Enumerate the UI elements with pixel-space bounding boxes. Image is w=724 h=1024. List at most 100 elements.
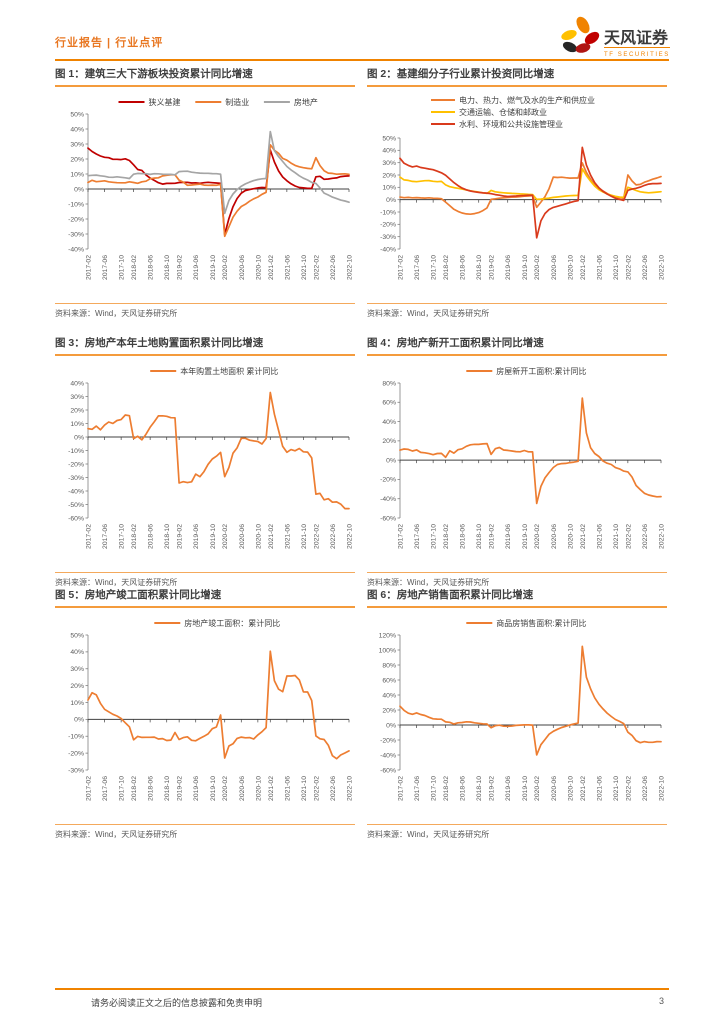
svg-text:2018-02: 2018-02 <box>443 255 450 280</box>
figure-1-title: 图 1：建筑三大下游板块投资累计同比增速 <box>55 68 253 80</box>
svg-text:0%: 0% <box>386 197 396 204</box>
svg-text:2021-10: 2021-10 <box>613 255 620 280</box>
svg-text:2021-06: 2021-06 <box>284 255 291 280</box>
svg-text:2019-02: 2019-02 <box>489 776 496 801</box>
svg-text:2018-06: 2018-06 <box>460 524 467 549</box>
svg-text:2020-10: 2020-10 <box>255 776 262 801</box>
svg-text:0%: 0% <box>386 457 396 464</box>
svg-text:2022-10: 2022-10 <box>347 524 354 549</box>
svg-text:狭义基建: 狭义基建 <box>149 97 181 107</box>
svg-text:0%: 0% <box>74 434 84 441</box>
svg-text:20%: 20% <box>70 683 84 690</box>
svg-text:2020-10: 2020-10 <box>255 524 262 549</box>
svg-text:2022-02: 2022-02 <box>313 776 320 801</box>
svg-text:2021-10: 2021-10 <box>613 524 620 549</box>
svg-text:2019-06: 2019-06 <box>193 776 200 801</box>
svg-text:2019-10: 2019-10 <box>210 524 217 549</box>
svg-text:10%: 10% <box>382 185 396 192</box>
figure-5-title: 图 5：房地产竣工面积累计同比增速 <box>55 589 222 601</box>
svg-text:2017-06: 2017-06 <box>102 255 109 280</box>
svg-text:40%: 40% <box>382 419 396 426</box>
svg-text:-40%: -40% <box>68 246 84 253</box>
svg-text:2018-02: 2018-02 <box>443 524 450 549</box>
svg-text:-20%: -20% <box>380 222 396 229</box>
source-note: 资料来源：Wind，天风证券研究所 <box>367 830 490 839</box>
figure-1-source: 资料来源：Wind，天风证券研究所 <box>55 303 355 319</box>
svg-text:-30%: -30% <box>380 234 396 241</box>
svg-text:2021-10: 2021-10 <box>301 524 308 549</box>
svg-text:2017-06: 2017-06 <box>414 255 421 280</box>
line-chart-svg: 狭义基建 制造业 房地产 50% 40% 30% 20% 10% 0% -10% -20% -30% -… <box>68 97 353 280</box>
brand-logo-icon: 天风证券 TF SECURITIES <box>561 16 670 58</box>
svg-text:房地产竣工面积：累计同比: 房地产竣工面积：累计同比 <box>184 618 280 628</box>
svg-text:2019-02: 2019-02 <box>177 776 184 801</box>
svg-text:2022-10: 2022-10 <box>659 255 666 280</box>
line-chart-svg: 房地产竣工面积：累计同比 50% 40% 30% 20% 10% 0% -10% -20% -30… <box>68 618 353 801</box>
svg-text:2019-06: 2019-06 <box>193 255 200 280</box>
figure-6-title-rule <box>367 606 667 608</box>
svg-text:60%: 60% <box>382 677 396 684</box>
svg-text:10%: 10% <box>70 421 84 428</box>
figure-4-title-rule <box>367 354 667 356</box>
svg-text:2022-06: 2022-06 <box>642 524 649 549</box>
figure-6-title: 图 6：房地产销售面积累计同比增速 <box>367 589 534 601</box>
header-rule <box>55 59 669 61</box>
svg-text:2022-02: 2022-02 <box>625 255 632 280</box>
svg-text:2021-06: 2021-06 <box>284 776 291 801</box>
line-chart-svg: 房屋新开工面积:累计同比80%60%40%20%0%-20%-40%-60%20… <box>380 366 666 549</box>
svg-text:2021-02: 2021-02 <box>268 524 275 549</box>
figure-6-chart: 商品房销售面积:累计同比 120% 100% 80% 60% 40% 20% 0% -20% -4… <box>367 613 667 820</box>
line-chart-svg: 本年购置土地面积 累计同比 40% 30% 20% 10% 0% -10% -20% -30% -… <box>68 366 354 549</box>
svg-text:2020-10: 2020-10 <box>567 776 574 801</box>
svg-text:2021-06: 2021-06 <box>596 776 603 801</box>
svg-text:2019-02: 2019-02 <box>489 255 496 280</box>
line-chart-svg: 商品房销售面积:累计同比 120% 100% 80% 60% 40% 20% 0% -20% -4… <box>379 618 666 801</box>
svg-text:80%: 80% <box>382 662 396 669</box>
svg-text:2018-06: 2018-06 <box>148 255 155 280</box>
svg-text:2020-02: 2020-02 <box>534 255 541 280</box>
svg-text:-10%: -10% <box>68 734 84 741</box>
svg-text:-40%: -40% <box>68 488 84 495</box>
svg-text:50%: 50% <box>382 135 396 142</box>
svg-text:2017-02: 2017-02 <box>86 524 93 549</box>
svg-text:-10%: -10% <box>68 448 84 455</box>
svg-text:2020-10: 2020-10 <box>567 255 574 280</box>
svg-text:2022-06: 2022-06 <box>330 524 337 549</box>
figure-4-source: 资料来源：Wind，天风证券研究所 <box>367 572 667 588</box>
svg-text:40%: 40% <box>382 692 396 699</box>
figure-4-title: 图 4：房地产新开工面积累计同比增速 <box>367 337 544 349</box>
svg-text:2018-10: 2018-10 <box>164 524 171 549</box>
figure-3-title-rule <box>55 354 355 356</box>
svg-text:2020-06: 2020-06 <box>551 524 558 549</box>
svg-text:2019-10: 2019-10 <box>210 255 217 280</box>
footer-disclaimer: 请务必阅读正文之后的信息披露和免责申明 <box>91 998 263 1008</box>
svg-text:2022-02: 2022-02 <box>625 776 632 801</box>
figure-1-chart: 狭义基建 制造业 房地产 50% 40% 30% 20% 10% 0% -10% -20% -30% -… <box>55 92 355 299</box>
figure-3-title: 图 3：房地产本年土地购置面积累计同比增速 <box>55 337 264 349</box>
source-note: 资料来源：Wind，天风证券研究所 <box>367 578 490 587</box>
figure-4-chart: 房屋新开工面积:累计同比 80% 60% 40% 20% 0% -20% -40% -60% 20… <box>367 361 667 568</box>
figure-3-source: 资料来源：Wind，天风证券研究所 <box>55 572 355 588</box>
svg-text:-40%: -40% <box>380 752 396 759</box>
brand-logo: 天风证券 TF SECURITIES <box>556 16 672 65</box>
svg-text:2018-06: 2018-06 <box>148 776 155 801</box>
figure-1-title-rule <box>55 85 355 87</box>
svg-text:2020-06: 2020-06 <box>239 524 246 549</box>
figure-2-chart: 电力、热力、燃气及水的生产和供应业 交通运输、仓储和邮政业 水利、环境和公共设施管理… <box>367 92 667 299</box>
svg-text:50%: 50% <box>70 632 84 639</box>
svg-text:-10%: -10% <box>380 209 396 216</box>
svg-text:2021-02: 2021-02 <box>580 524 587 549</box>
svg-text:2018-10: 2018-10 <box>476 524 483 549</box>
svg-text:40%: 40% <box>382 148 396 155</box>
svg-text:2017-06: 2017-06 <box>102 776 109 801</box>
svg-text:交通运输、仓储和邮政业: 交通运输、仓储和邮政业 <box>459 107 547 117</box>
svg-text:2019-02: 2019-02 <box>177 255 184 280</box>
svg-text:2022-10: 2022-10 <box>659 524 666 549</box>
svg-text:2017-06: 2017-06 <box>102 524 109 549</box>
svg-text:2017-02: 2017-02 <box>398 524 405 549</box>
svg-text:2017-02: 2017-02 <box>398 776 405 801</box>
svg-text:60%: 60% <box>382 400 396 407</box>
svg-text:2019-06: 2019-06 <box>193 524 200 549</box>
svg-text:40%: 40% <box>70 380 84 387</box>
